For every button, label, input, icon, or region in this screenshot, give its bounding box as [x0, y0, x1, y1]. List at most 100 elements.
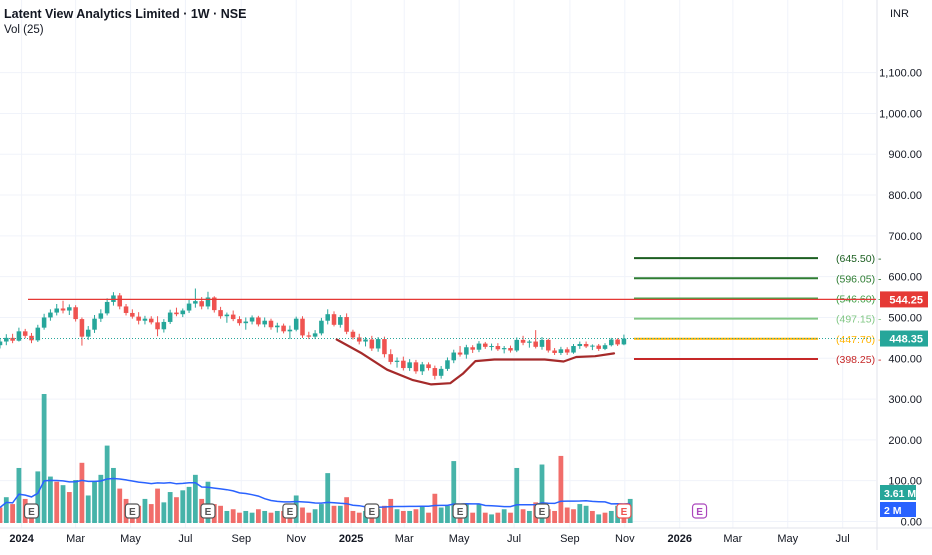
volume-bar: [167, 492, 173, 523]
volume-badge: [880, 502, 916, 517]
volume-bar: [495, 512, 501, 523]
y-axis[interactable]: 1,100.00 1,000.00 900.00 800.00 700.00 600.00…: [876, 0, 922, 550]
volume-bar: [180, 490, 186, 523]
candle-body: [35, 327, 41, 341]
volume-bar: [306, 512, 312, 523]
candle-body: [218, 310, 223, 317]
volume-bar: [501, 509, 507, 523]
x-axis[interactable]: 2024 Mar May Jul Sep Nov 2025 Mar May Jul Sep Nov 20…: [0, 527, 932, 545]
earnings-marker-letter: E: [457, 507, 464, 518]
y-tick-label: 500.00: [888, 312, 922, 324]
candle-body: [432, 368, 438, 376]
volume-bar: [79, 462, 85, 523]
candle-body: [369, 339, 375, 349]
candle-body: [212, 297, 217, 311]
candle-body: [268, 320, 274, 328]
earnings-marker: E: [616, 503, 632, 519]
volume-bar: [249, 512, 255, 523]
x-tick-label: May: [120, 533, 141, 545]
candle-body: [407, 362, 412, 369]
volume-bar: [142, 498, 148, 523]
candle-body: [338, 317, 343, 325]
volume-bar: [161, 502, 167, 523]
badge-layer: 544.25 448.35 3.61 M 2 M: [880, 291, 928, 517]
candle-body: [476, 343, 482, 350]
volume-bar: [350, 510, 356, 523]
candle-body: [275, 325, 280, 328]
volume-ma-line: [0, 477, 631, 509]
volume-bar: [337, 505, 343, 523]
volume-bar: [596, 514, 602, 523]
volume-bar: [155, 488, 160, 523]
volume-indicator-label[interactable]: Vol (25): [4, 24, 44, 36]
candle-body: [136, 316, 141, 321]
earnings-marker: E: [23, 503, 40, 519]
price-badge-label: 544.25: [889, 294, 923, 306]
candle-body: [482, 343, 488, 347]
currency-label[interactable]: INR: [890, 8, 909, 20]
symbol-title[interactable]: Latent View Analytics Limited · 1W · NSE: [4, 7, 247, 21]
level-layer: (645.50) -(596.05) -(546.60) -(497.15) -…: [634, 253, 882, 366]
y-tick-label: 200.00: [888, 435, 922, 447]
y-tick-label: 600.00: [888, 272, 922, 284]
volume-bar: [224, 510, 230, 523]
volume-bar: [148, 504, 154, 523]
candle-body: [457, 352, 463, 355]
volume-bar: [476, 504, 482, 523]
volume-bar: [54, 481, 60, 523]
volume-bar: [564, 507, 570, 523]
candle-body: [29, 335, 34, 341]
volume-bar: [602, 512, 608, 523]
candle-body: [249, 317, 255, 322]
candle-body: [281, 325, 286, 332]
volume-bar: [419, 505, 425, 523]
candle-body: [98, 313, 104, 319]
volume-bar: [230, 509, 236, 523]
volume-bar: [66, 492, 72, 523]
volume-bar: [577, 504, 583, 523]
y-tick-label: 800.00: [888, 190, 922, 202]
candle-body: [256, 317, 261, 325]
candle-body: [237, 319, 242, 324]
volume-badge-label: 2 M: [884, 505, 902, 517]
earnings-marker: E: [124, 503, 140, 519]
volume-bar: [400, 510, 406, 523]
x-tick-label: Mar: [395, 533, 414, 545]
volume-bar: [608, 510, 614, 523]
candle-body: [451, 352, 457, 361]
candle-body: [413, 362, 419, 372]
candle-body: [438, 368, 444, 376]
volume-bar: [482, 512, 488, 523]
candle-body: [470, 347, 475, 350]
volume-bar: [382, 505, 387, 523]
earnings-marker-box: [23, 503, 40, 519]
candle-body: [464, 347, 469, 355]
candle-body: [590, 345, 595, 347]
target-level-label: (398.25) -: [836, 354, 882, 366]
candle-body: [596, 345, 601, 349]
candle-body: [419, 364, 425, 372]
candle-body: [564, 349, 570, 353]
candle-body: [401, 360, 406, 369]
price-badge: [880, 330, 928, 347]
volume-bar: [539, 464, 545, 523]
candle-body: [4, 337, 9, 342]
volume-bar: [192, 474, 198, 523]
candle-body: [527, 341, 532, 343]
volume-bar: [186, 486, 192, 523]
candle-body: [552, 350, 557, 353]
candle-body: [293, 318, 299, 330]
x-tick-label: 2024: [9, 533, 34, 545]
volume-bar: [104, 445, 110, 523]
candle-body: [167, 312, 173, 322]
earnings-marker: E: [534, 503, 550, 519]
x-tick-label: Nov: [286, 533, 306, 545]
candle-body: [344, 317, 349, 332]
volume-bar: [3, 497, 9, 523]
volume-bar: [325, 473, 331, 523]
candle-body: [92, 318, 97, 330]
y-tick-label: 400.00: [888, 353, 922, 365]
volume-bar: [413, 509, 419, 523]
